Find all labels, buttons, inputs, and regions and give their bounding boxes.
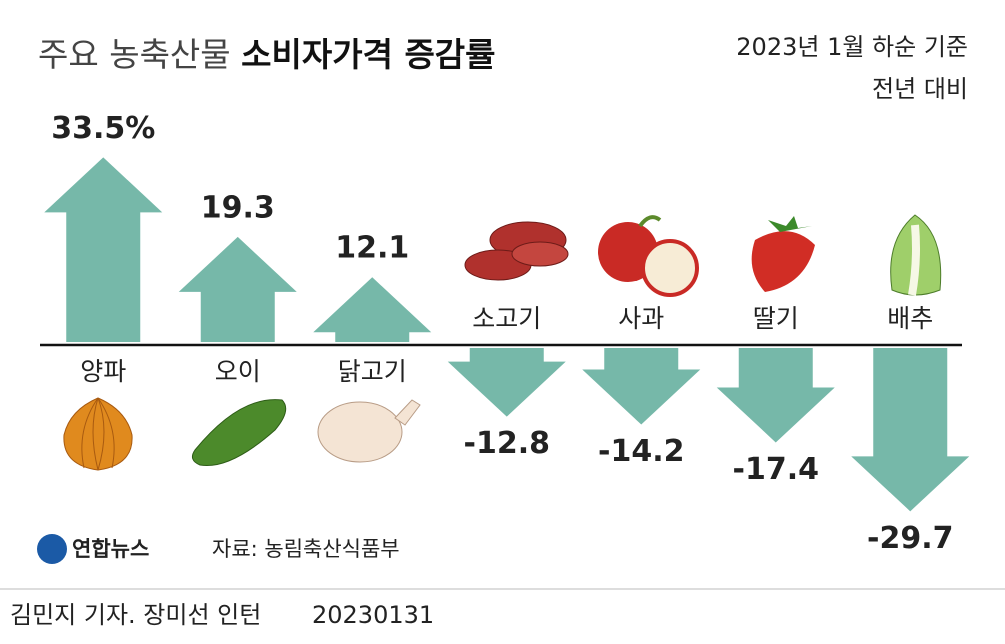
category-label: 배추 bbox=[887, 304, 933, 333]
category-label: 소고기 bbox=[472, 304, 541, 333]
category-label: 양파 bbox=[80, 357, 126, 386]
category-label: 닭고기 bbox=[338, 357, 407, 386]
arrow bbox=[178, 236, 297, 342]
strawberry-icon bbox=[751, 216, 815, 292]
credit: 김민지 기자. 장미선 인턴 bbox=[10, 601, 261, 629]
value-label: 33.5% bbox=[51, 111, 155, 146]
category-label: 오이 bbox=[215, 357, 261, 386]
source: 자료: 농림축산식품부 bbox=[212, 537, 400, 561]
arrow bbox=[716, 348, 835, 443]
arrow bbox=[851, 348, 970, 512]
value-label: -12.8 bbox=[464, 426, 550, 461]
date: 20230131 bbox=[312, 601, 434, 629]
title-light: 주요 농축산물 bbox=[38, 35, 231, 74]
value-label: 12.1 bbox=[335, 231, 409, 266]
subtitle: 2023년 1월 하순 기준 bbox=[736, 33, 968, 61]
chart-title: 주요 농축산물 소비자가격 증감률 bbox=[38, 35, 496, 74]
cabbage-icon bbox=[890, 214, 942, 296]
logo: 연합뉴스 bbox=[72, 537, 149, 561]
arrow bbox=[313, 277, 432, 342]
chicken-icon bbox=[317, 399, 421, 463]
arrow bbox=[44, 157, 163, 342]
value-label: -14.2 bbox=[598, 434, 684, 469]
value-label: -29.7 bbox=[867, 521, 953, 556]
onion-icon bbox=[63, 397, 133, 471]
category-label: 딸기 bbox=[753, 304, 799, 333]
value-label: -17.4 bbox=[733, 452, 819, 487]
cucumber-icon bbox=[191, 399, 287, 467]
subtitle: 전년 대비 bbox=[872, 75, 968, 103]
value-label: 19.3 bbox=[201, 190, 275, 225]
title-bold: 소비자가격 증감률 bbox=[241, 35, 495, 74]
beef-icon bbox=[464, 221, 569, 281]
arrow bbox=[582, 348, 701, 425]
category-label: 사과 bbox=[618, 304, 664, 333]
arrow bbox=[447, 348, 566, 417]
apple-icon bbox=[598, 215, 699, 297]
logo-mark bbox=[37, 534, 67, 564]
